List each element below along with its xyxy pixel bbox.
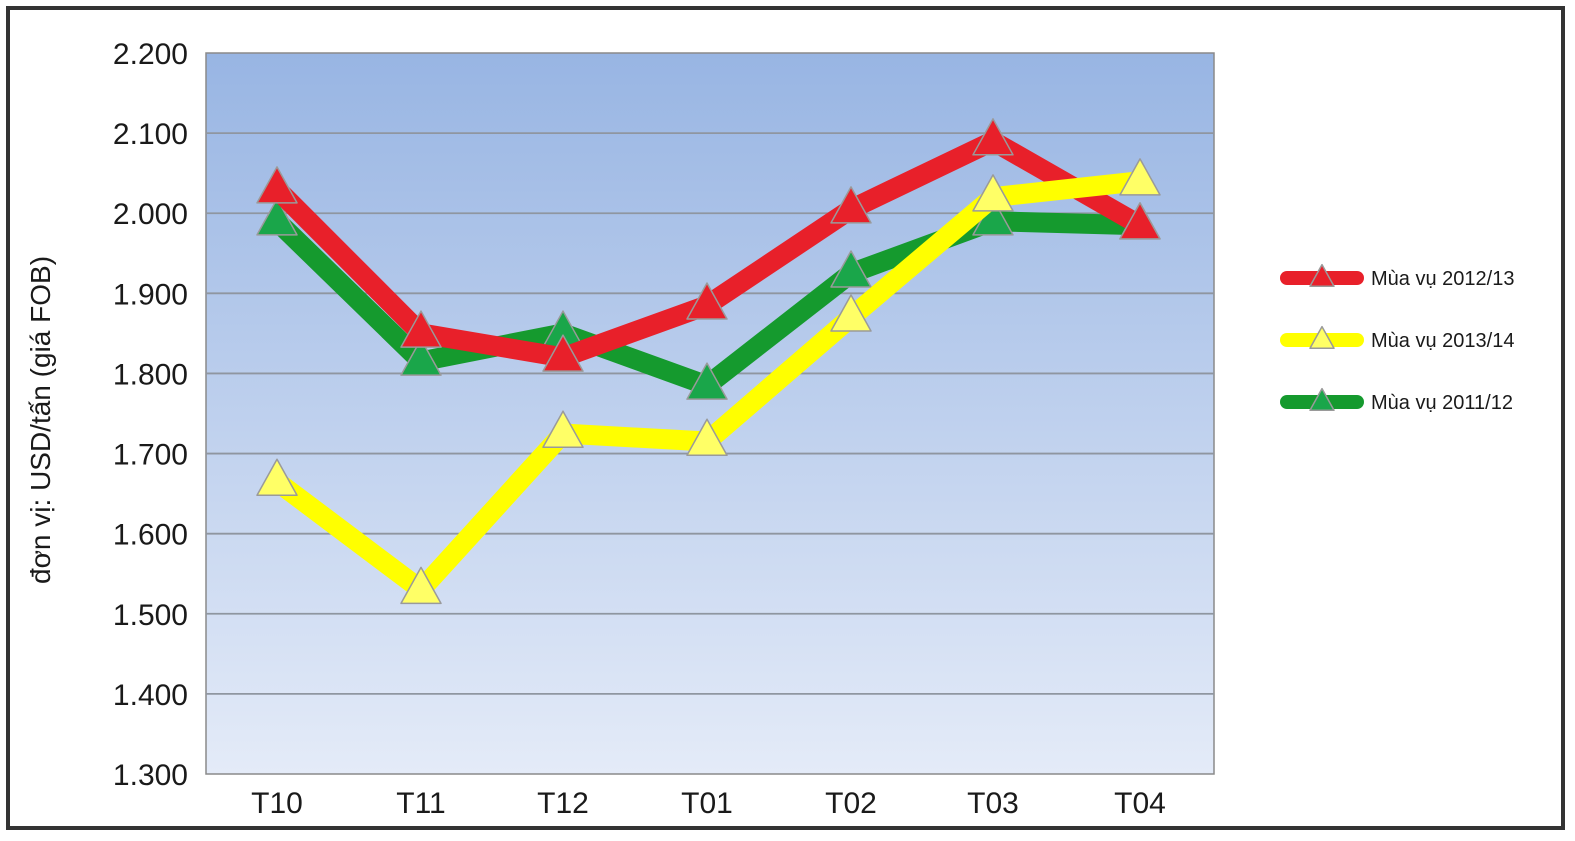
data-point-marker [972, 118, 1014, 156]
x-tick-label: T02 [825, 787, 877, 820]
x-tick-label: T10 [251, 787, 303, 820]
y-tick-label: 2.200 [113, 38, 188, 71]
y-tick-label: 1.800 [113, 358, 188, 391]
data-point-marker [686, 282, 728, 320]
legend-item: Mùa vụ 2013/14 [1280, 325, 1514, 352]
legend-label: Mùa vụ 2011/12 [1371, 392, 1513, 414]
y-tick-label: 1.500 [113, 599, 188, 632]
data-point-marker [830, 186, 872, 224]
y-axis-title: đơn vị: USD/tấn (giá FOB) [25, 256, 56, 584]
data-point-marker [1119, 202, 1161, 240]
data-point-marker [400, 338, 442, 376]
y-tick-label: 1.400 [113, 679, 188, 712]
data-point-marker [686, 418, 728, 456]
legend-item: Mùa vụ 2012/13 [1280, 263, 1514, 290]
y-tick-label: 2.000 [113, 198, 188, 231]
x-tick-label: T04 [1114, 787, 1166, 820]
data-point-marker [972, 174, 1014, 212]
data-point-marker [830, 250, 872, 288]
data-point-marker [256, 458, 298, 497]
y-tick-label: 2.100 [113, 118, 188, 151]
x-tick-label: T03 [967, 787, 1019, 820]
series-0 [256, 118, 1161, 372]
legend-marker [1309, 387, 1335, 411]
legend-item: Mùa vụ 2011/12 [1280, 387, 1513, 414]
x-tick-label: T11 [396, 787, 445, 820]
legend-marker [1309, 325, 1335, 349]
data-point-marker [400, 310, 442, 348]
series-1 [256, 158, 1161, 605]
data-point-marker [400, 566, 442, 605]
y-tick-label: 1.900 [113, 278, 188, 311]
data-point-marker [256, 198, 298, 236]
legend-label: Mùa vụ 2013/14 [1371, 330, 1514, 352]
x-axis-ticks: T10 T11 T12 T01 T02 T03 T04 [251, 787, 1166, 820]
y-tick-label: 1.700 [113, 439, 188, 472]
legend: Mùa vụ 2012/13 Mùa vụ 2013/14 Mùa vụ 2011/… [1280, 263, 1514, 414]
x-tick-label: T01 [681, 787, 733, 820]
y-axis-ticks: 1.300 1.400 1.500 1.600 1.700 1.800 1.900 2.000… [113, 38, 188, 792]
x-tick-label: T12 [537, 787, 589, 820]
y-tick-label: 1.300 [113, 759, 188, 792]
legend-label: Mùa vụ 2012/13 [1371, 268, 1514, 290]
series-lines [256, 118, 1161, 605]
y-tick-label: 1.600 [113, 519, 188, 552]
plot-area [205, 52, 1215, 775]
data-point-marker [830, 294, 872, 332]
data-point-marker [542, 334, 584, 372]
data-point-marker [686, 362, 728, 400]
legend-marker [1309, 263, 1335, 287]
data-point-marker [256, 166, 298, 204]
data-point-marker [542, 410, 584, 448]
data-point-marker [1119, 158, 1161, 196]
